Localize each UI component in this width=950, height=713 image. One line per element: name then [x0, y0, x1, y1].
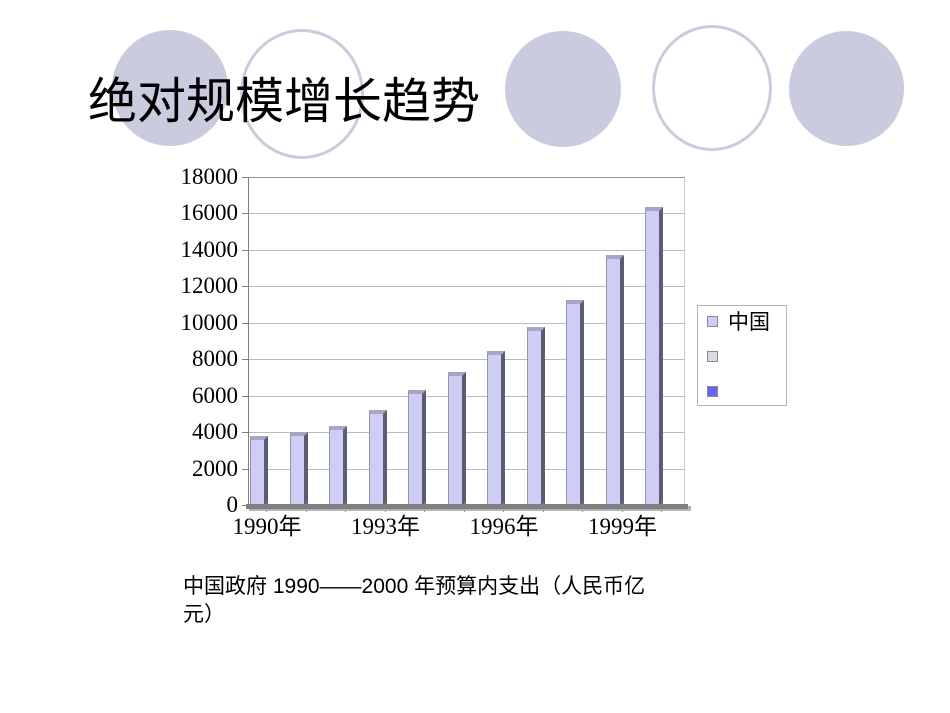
y-axis-label: 10000: [180, 310, 239, 335]
plot-frame: [248, 177, 685, 505]
y-axis-label: 4000: [192, 419, 238, 444]
gridline: [249, 469, 685, 470]
bar: [605, 255, 624, 504]
chart-legend: 中国: [697, 305, 787, 406]
decorative-circle-filled-2: [505, 31, 621, 147]
gridline: [249, 432, 685, 433]
bar: [329, 426, 347, 504]
bar: [447, 372, 466, 504]
legend-label: 中国: [728, 310, 770, 334]
gridline: [249, 396, 685, 397]
bar: [368, 410, 387, 504]
x-axis-label: 1990年: [232, 514, 302, 539]
y-axis-tick: [242, 432, 248, 433]
y-axis-label: 2000: [192, 456, 238, 481]
x-axis-label: 1999年: [588, 514, 657, 539]
y-axis-tick: [242, 469, 248, 470]
y-axis-tick: [242, 250, 248, 251]
legend-swatch: [707, 316, 718, 327]
y-axis-tick: [242, 177, 248, 178]
bar: [408, 390, 426, 504]
x-axis-label: 1996年: [469, 514, 539, 539]
y-axis-tick: [242, 396, 248, 397]
y-axis-label: 14000: [180, 237, 239, 262]
decorative-circle-outlined-1: [240, 29, 364, 159]
chart-caption: 中国政府 1990——2000 年预算内支出（人民币亿元）: [183, 575, 646, 626]
decorative-circle-filled-1: [112, 30, 228, 146]
y-axis-tick: [242, 505, 248, 506]
gridline: [249, 323, 685, 324]
bar: [566, 300, 584, 504]
y-axis-label: 8000: [192, 346, 238, 371]
y-axis-tick: [242, 359, 248, 360]
y-axis-tick: [242, 213, 248, 214]
y-axis-label: 6000: [192, 383, 238, 408]
legend-swatch: [707, 351, 718, 362]
y-axis-tick: [242, 286, 248, 287]
gridline: [249, 213, 685, 214]
y-axis-label: 16000: [180, 200, 239, 225]
legend-swatch: [707, 386, 718, 397]
bar: [487, 351, 505, 504]
bar: [289, 432, 308, 504]
y-axis-tick: [242, 323, 248, 324]
y-axis-label: 12000: [180, 273, 239, 298]
gridline: [249, 286, 685, 287]
decorative-circle-outlined-2: [652, 25, 772, 151]
bar: [526, 327, 545, 504]
gridline: [249, 359, 685, 360]
slide-title: 绝对规模增长趋势: [88, 74, 481, 129]
bar: [250, 436, 268, 504]
y-axis-label: 0: [226, 492, 239, 517]
decorative-circle-filled-3: [789, 31, 904, 146]
gridline: [249, 250, 685, 251]
y-axis-label: 18000: [180, 164, 239, 189]
bar: [645, 207, 663, 504]
x-axis-label: 1993年: [351, 514, 420, 539]
x-axis-base: [246, 504, 688, 509]
